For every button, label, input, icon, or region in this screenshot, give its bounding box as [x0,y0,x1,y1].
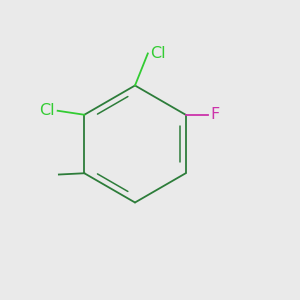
Text: F: F [211,107,220,122]
Text: Cl: Cl [40,103,55,118]
Text: Cl: Cl [150,46,166,61]
